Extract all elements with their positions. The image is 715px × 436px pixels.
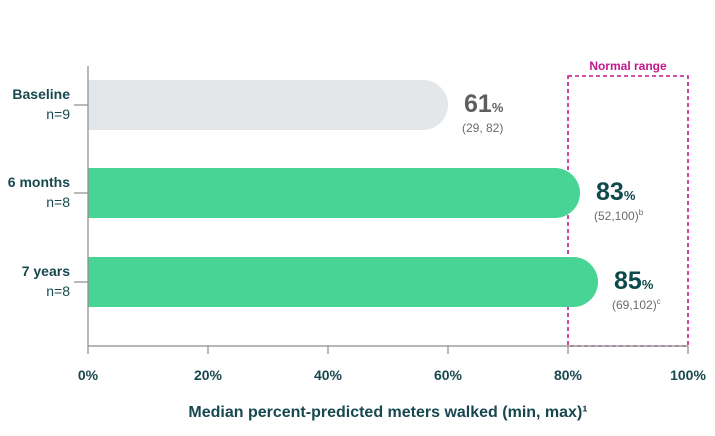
value-label: 61% [464,90,504,118]
value-range-label: (69,102)c [612,297,661,312]
category-n-label: n=8 [46,194,70,210]
category-label: 7 years [22,263,70,279]
bar-6-months [88,168,580,218]
x-tick-label: 60% [434,367,463,383]
x-tick-label: 40% [314,367,343,383]
value-range-label: (29, 82) [462,121,503,135]
bar-7-years [88,257,598,307]
value-label: 83% [596,178,636,206]
x-tick-label: 100% [670,367,706,383]
x-tick-label: 20% [194,367,223,383]
category-label: Baseline [12,86,70,102]
x-axis-label: Median percent-predicted meters walked (… [188,404,587,421]
x-tick-label: 80% [554,367,583,383]
x-tick-label: 0% [78,367,99,383]
value-range-label: (52,100)b [594,208,644,223]
bar-baseline [88,80,448,130]
category-n-label: n=8 [46,283,70,299]
category-n-label: n=9 [46,106,70,122]
category-label: 6 months [8,174,70,190]
normal-range-label: Normal range [589,59,667,73]
value-label: 85% [614,267,654,295]
